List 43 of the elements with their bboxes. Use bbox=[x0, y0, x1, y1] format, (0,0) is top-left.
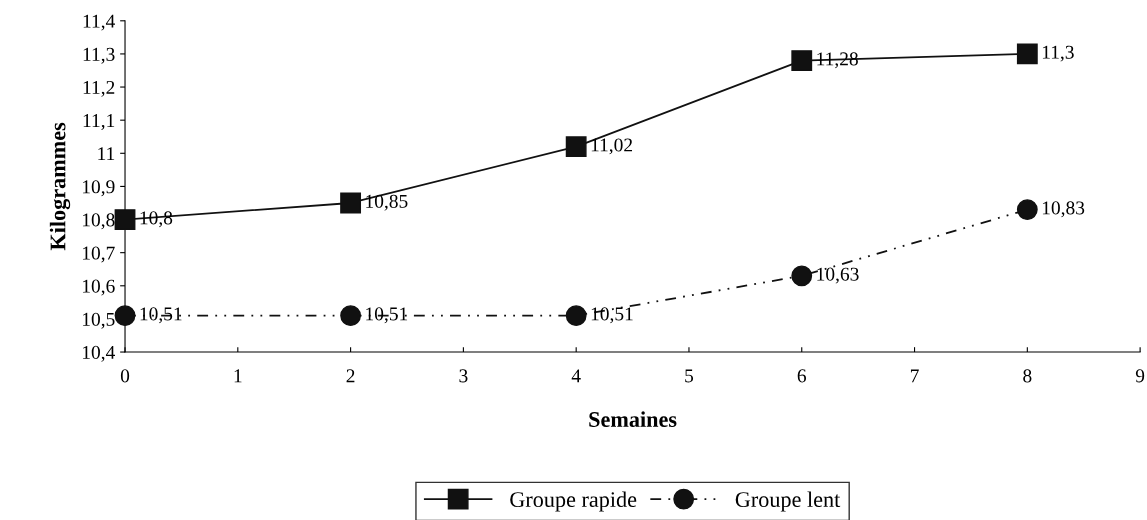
x-tick-label: 3 bbox=[459, 369, 468, 383]
y-tick-label: 10,4 bbox=[82, 345, 115, 362]
data-label: 10,63 bbox=[817, 267, 859, 284]
y-axis-title: Kilogrammes bbox=[49, 122, 71, 251]
y-tick-label: 11,2 bbox=[83, 80, 115, 97]
y-tick-label: 10,5 bbox=[82, 312, 115, 329]
x-tick-label: 0 bbox=[120, 369, 130, 383]
x-tick-label: 4 bbox=[571, 369, 581, 383]
point bbox=[340, 305, 362, 327]
point bbox=[340, 192, 362, 214]
x-tick-label: 2 bbox=[346, 369, 355, 383]
y-tick-label: 11,4 bbox=[83, 14, 115, 31]
x-axis-title: Semaines bbox=[589, 411, 677, 427]
y-tick-label: 10,9 bbox=[82, 180, 115, 197]
data-label: 10,83 bbox=[1042, 201, 1085, 218]
x-tick-label: 7 bbox=[910, 369, 919, 383]
point bbox=[114, 209, 136, 230]
y-tick-label: 10,8 bbox=[82, 213, 115, 230]
y-tick-label: 10,6 bbox=[82, 279, 115, 296]
data-label: 10,51 bbox=[366, 307, 408, 324]
data-label: 11,3 bbox=[1042, 45, 1074, 62]
point bbox=[565, 305, 587, 327]
data-label: 10,51 bbox=[140, 307, 182, 324]
x-tick-label: 5 bbox=[685, 369, 694, 383]
y-tick-label: 11,3 bbox=[83, 47, 115, 64]
x-tick-label: 1 bbox=[234, 369, 242, 383]
data-label: 10,85 bbox=[366, 194, 408, 211]
x-tick-label: 8 bbox=[1023, 369, 1032, 383]
data-label: 10,51 bbox=[591, 307, 633, 324]
point bbox=[791, 50, 813, 71]
y-tick-label: 11,1 bbox=[83, 114, 115, 130]
point bbox=[791, 265, 813, 287]
y-tick-label: 11 bbox=[98, 147, 115, 161]
x-tick-label: 9 bbox=[1135, 369, 1145, 383]
point bbox=[1016, 199, 1038, 221]
data-label: 11,02 bbox=[591, 138, 633, 155]
point bbox=[565, 136, 587, 158]
legend-label: Groupe rapide bbox=[510, 491, 637, 512]
y-tick-label: 10,7 bbox=[82, 246, 115, 263]
legend-label: Groupe lent bbox=[735, 491, 841, 512]
point bbox=[114, 305, 136, 327]
point bbox=[1016, 43, 1038, 65]
x-tick-label: 6 bbox=[797, 369, 807, 383]
